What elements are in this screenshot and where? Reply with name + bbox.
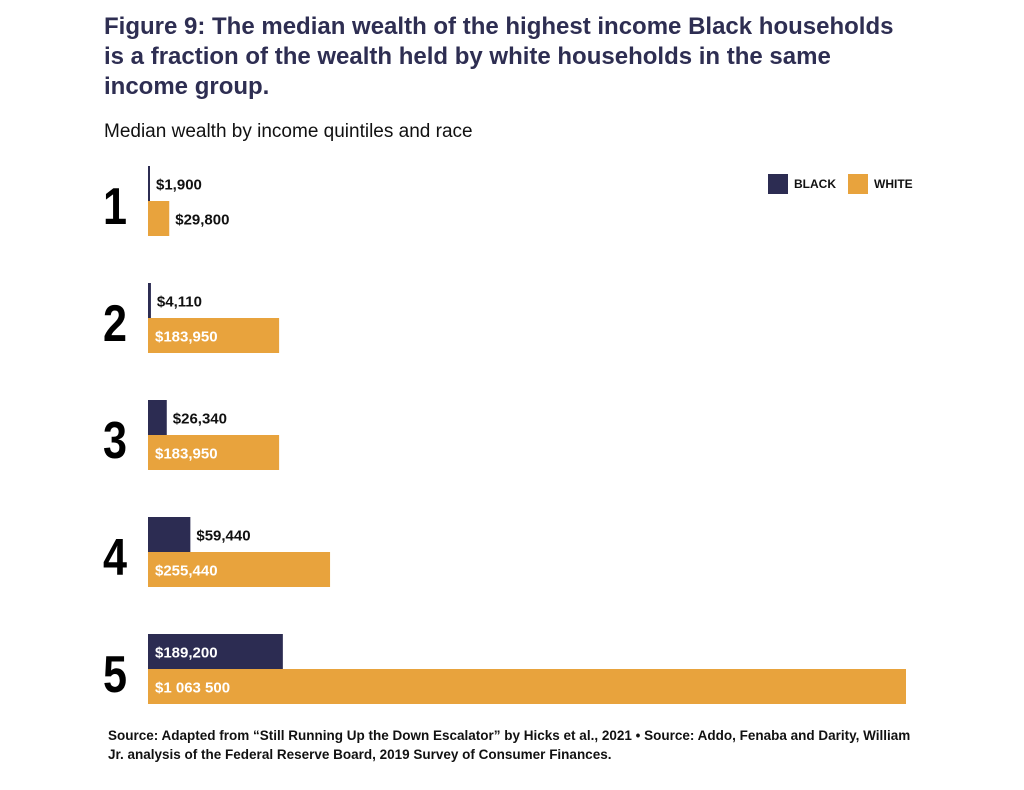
quintile-label-2: 2 bbox=[103, 295, 127, 353]
legend-swatch-white bbox=[848, 174, 868, 194]
bar-black-q2 bbox=[148, 283, 151, 318]
bar-black-q1 bbox=[148, 166, 150, 201]
bar-white-q5 bbox=[148, 669, 906, 704]
data-label-white-q2: $183,950 bbox=[155, 329, 218, 346]
chart-title: Figure 9: The median wealth of the highe… bbox=[104, 13, 894, 100]
data-label-white-q3: $183,950 bbox=[155, 446, 218, 463]
bar-black-q3 bbox=[148, 400, 167, 435]
legend-swatch-black bbox=[768, 174, 788, 194]
bar-chart: 1 $1,900 $29,800 2 $4,110 $183,950 3 $26,340 $18… bbox=[103, 166, 906, 704]
quintile-label-1: 1 bbox=[103, 178, 127, 236]
legend-label-black: BLACK bbox=[794, 177, 836, 191]
legend-label-white: WHITE bbox=[874, 177, 913, 191]
bar-black-q5 bbox=[148, 634, 283, 669]
data-label-white-q5: $1 063 500 bbox=[155, 680, 230, 697]
bar-white-q3 bbox=[148, 435, 280, 470]
chart-subtitle: Median wealth by income quintiles and ra… bbox=[104, 121, 473, 142]
quintile-label-3: 3 bbox=[103, 412, 127, 470]
data-label-white-q1: $29,800 bbox=[175, 212, 229, 229]
data-label-black-q1: $1,900 bbox=[156, 177, 202, 194]
legend-item-black: BLACK bbox=[768, 174, 836, 194]
bar-white-q2 bbox=[148, 318, 280, 353]
data-label-black-q3: $26,340 bbox=[173, 411, 227, 428]
bar-black-q4 bbox=[148, 517, 191, 552]
source-note: Source: Adapted from “Still Running Up t… bbox=[108, 728, 911, 762]
quintile-label-4: 4 bbox=[103, 529, 127, 587]
legend-item-white: WHITE bbox=[848, 174, 913, 194]
quintile-label-5: 5 bbox=[103, 646, 127, 704]
legend: BLACK WHITE bbox=[768, 174, 925, 194]
data-label-black-q5: $189,200 bbox=[155, 645, 218, 662]
data-label-black-q2: $4,110 bbox=[157, 294, 202, 311]
data-label-black-q4: $59,440 bbox=[196, 528, 250, 545]
data-label-white-q4: $255,440 bbox=[155, 563, 218, 580]
bar-white-q1 bbox=[148, 201, 170, 236]
bar-white-q4 bbox=[148, 552, 331, 587]
